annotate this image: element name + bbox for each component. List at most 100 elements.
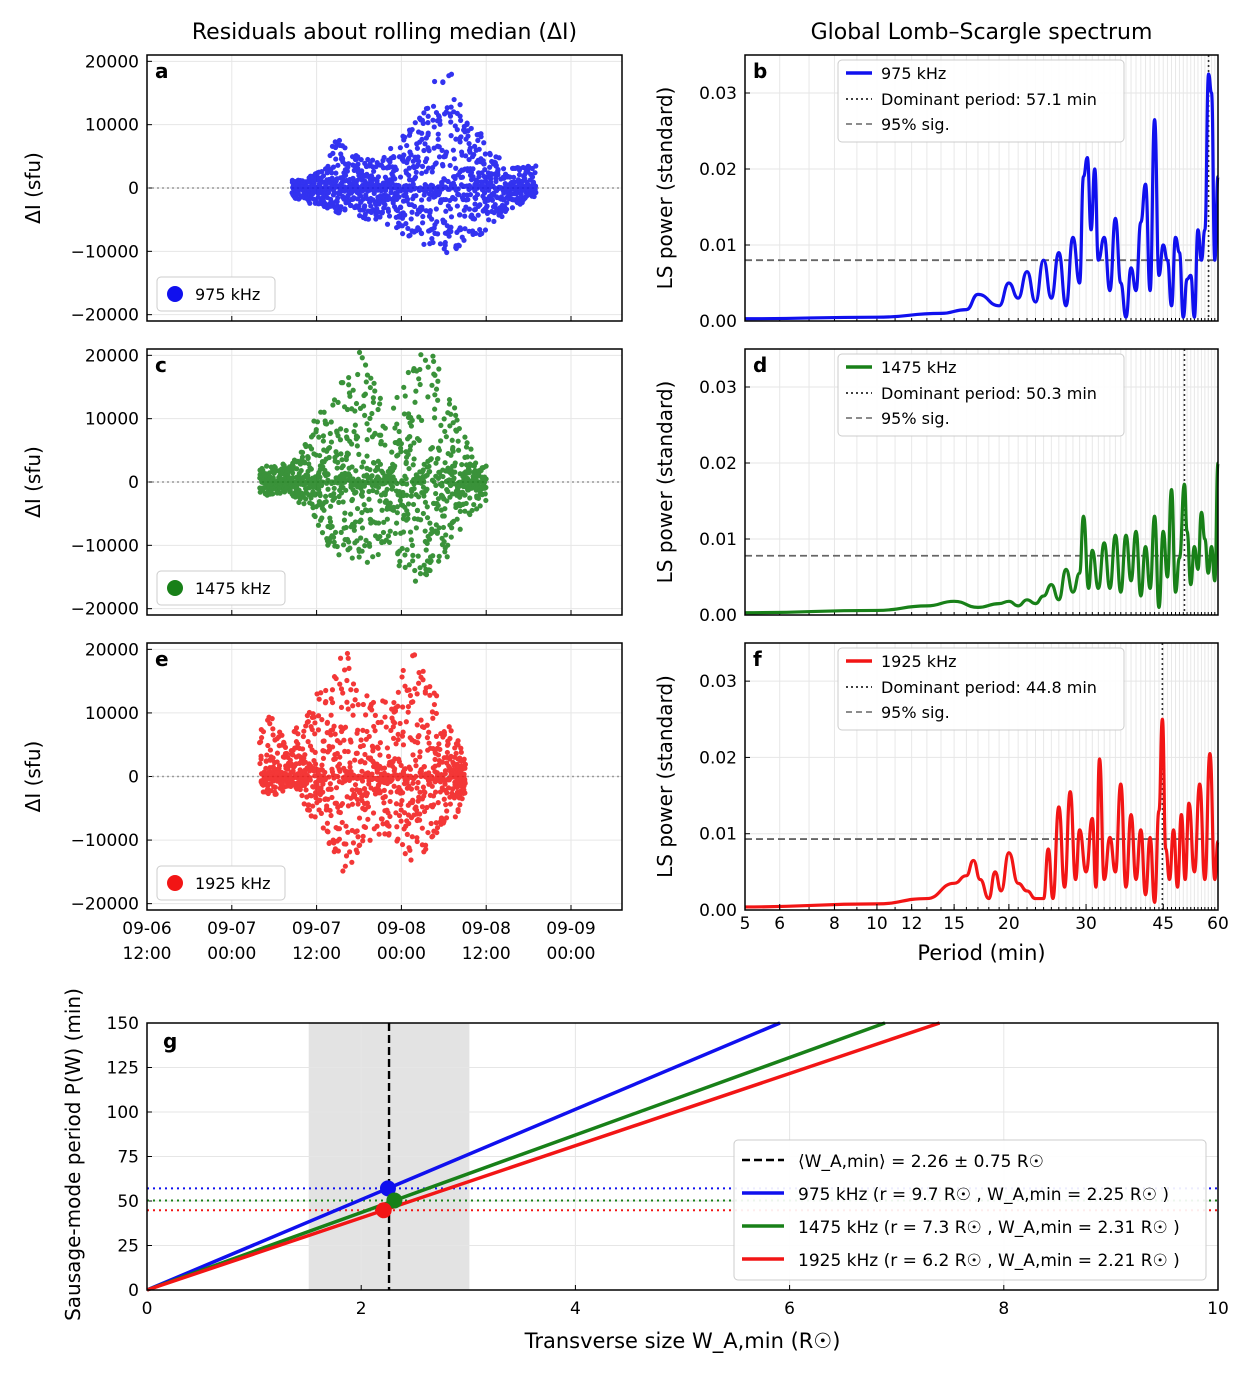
data-point <box>317 474 323 480</box>
data-point <box>446 724 452 730</box>
data-point <box>415 553 421 559</box>
data-point <box>434 829 440 836</box>
data-point <box>448 228 454 235</box>
data-point <box>426 463 432 469</box>
data-point <box>360 833 366 839</box>
data-point <box>336 836 343 842</box>
data-point <box>367 384 373 391</box>
data-point <box>413 525 419 531</box>
data-point <box>337 426 344 432</box>
data-point <box>404 142 410 149</box>
chart-title: Global Lomb–Scargle spectrum <box>811 20 1153 45</box>
data-point <box>457 526 463 532</box>
data-point <box>368 203 374 209</box>
data-point <box>417 571 424 577</box>
data-point <box>300 733 306 740</box>
data-point <box>301 728 307 734</box>
data-point <box>290 470 296 476</box>
data-point <box>332 731 338 737</box>
data-point <box>429 445 435 451</box>
data-point <box>415 494 422 500</box>
data-point <box>377 214 383 220</box>
data-point <box>433 733 440 739</box>
data-point <box>364 421 370 427</box>
data-point <box>341 737 347 743</box>
data-point <box>330 164 337 170</box>
data-point <box>483 484 489 491</box>
x-tick-label: 12:00 <box>123 944 172 964</box>
data-point <box>371 723 377 730</box>
data-point <box>339 801 346 807</box>
data-point <box>393 810 399 816</box>
data-point <box>367 467 373 473</box>
data-point <box>380 529 387 536</box>
data-point <box>447 423 453 429</box>
data-point <box>339 819 345 826</box>
data-point <box>399 545 405 552</box>
data-point <box>335 774 341 780</box>
data-point <box>359 489 366 495</box>
panel-label: c <box>155 353 167 377</box>
data-point <box>469 454 475 460</box>
y-tick-label: 20000 <box>85 346 139 366</box>
data-point <box>354 505 361 512</box>
y-axis-label: LS power (standard) <box>653 87 677 290</box>
data-point <box>343 823 349 829</box>
data-point <box>463 153 469 159</box>
legend-label: Dominant period: 44.8 min <box>881 678 1097 697</box>
data-point <box>406 172 412 178</box>
data-point <box>436 154 443 160</box>
data-point <box>426 196 432 202</box>
data-point <box>456 425 462 432</box>
data-point <box>325 829 331 835</box>
series-line <box>744 461 1220 615</box>
y-tick-label: 10000 <box>85 704 139 724</box>
data-point <box>374 823 380 829</box>
data-point <box>319 515 325 521</box>
data-point <box>431 124 437 130</box>
data-point <box>347 849 353 855</box>
data-point <box>410 501 417 508</box>
legend: ⟨W_A,min⟩ = 2.26 ± 0.75 R☉ 975 kHz (r = 9… <box>733 1139 1207 1281</box>
y-tick-label: −20000 <box>71 895 139 915</box>
data-point <box>368 507 374 513</box>
data-point <box>475 212 481 218</box>
data-point <box>357 787 363 794</box>
data-point <box>267 721 273 727</box>
data-point <box>349 787 355 793</box>
data-point <box>336 761 343 767</box>
data-point <box>443 196 449 203</box>
data-point <box>459 461 465 468</box>
data-point <box>341 667 348 673</box>
data-point <box>331 723 337 729</box>
data-point <box>482 151 488 157</box>
data-point <box>422 789 428 796</box>
data-point <box>308 466 314 472</box>
data-point <box>451 96 457 103</box>
data-point <box>442 219 448 225</box>
legend-marker <box>167 875 183 891</box>
data-point <box>363 379 369 385</box>
data-point <box>338 529 344 535</box>
data-point <box>408 152 414 158</box>
chart-title: Residuals about rolling median (ΔI) <box>192 20 577 45</box>
x-tick-label: 12 <box>901 914 923 934</box>
data-point <box>352 782 359 788</box>
data-point <box>435 456 441 462</box>
data-point <box>473 230 479 237</box>
data-point <box>429 783 435 789</box>
data-point <box>280 788 286 794</box>
data-point <box>276 763 283 769</box>
x-axis-label: Period (min) <box>917 941 1045 965</box>
data-point <box>533 163 539 169</box>
data-point <box>372 728 378 734</box>
data-point <box>322 700 329 706</box>
data-point <box>349 555 355 561</box>
data-point <box>381 787 387 793</box>
data-point <box>337 681 343 687</box>
data-point <box>302 460 308 466</box>
data-point <box>433 460 439 466</box>
data-point <box>355 702 361 708</box>
data-point <box>392 176 398 182</box>
x-tick-label: 09-07 <box>207 919 256 939</box>
